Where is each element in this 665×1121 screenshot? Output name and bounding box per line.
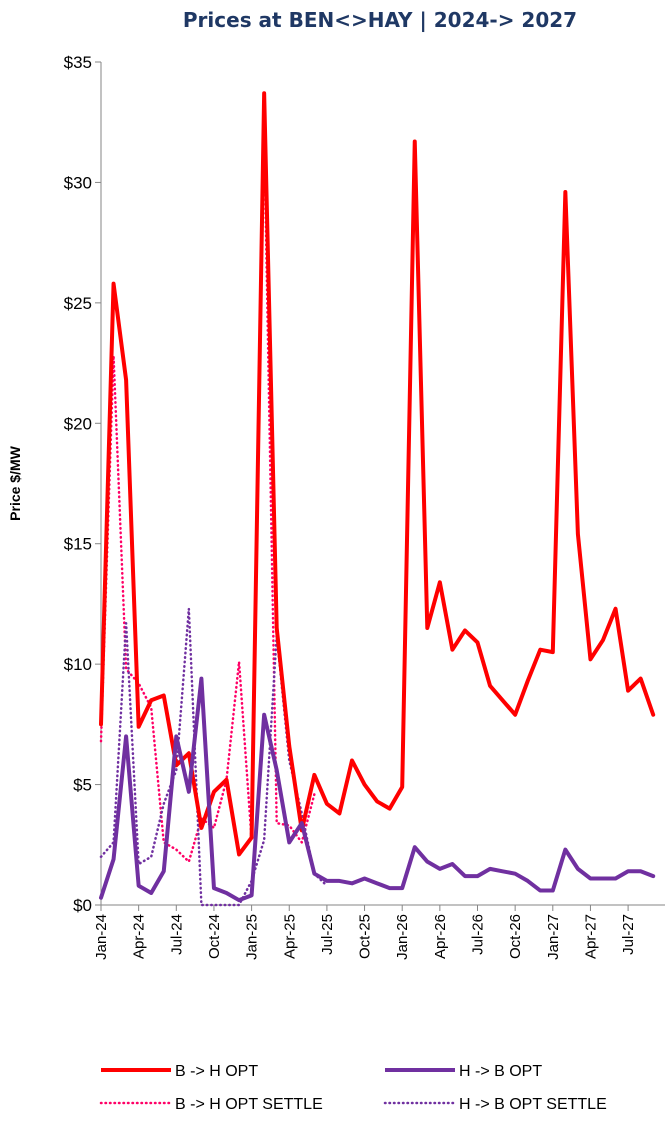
series-line-1 <box>99 676 656 903</box>
legend-label-0: B -> H OPT <box>175 1063 258 1080</box>
x-tick-label: Jan-24 <box>93 914 110 960</box>
x-tick-label: Jul-25 <box>319 914 336 955</box>
x-tick-label: Oct-26 <box>507 914 524 959</box>
x-tick-label: Apr-25 <box>281 914 298 959</box>
x-tick-label: Jan-26 <box>394 914 411 960</box>
x-tick-label: Jul-27 <box>620 914 637 955</box>
axes: $0 $5 $10 $15 $20 $25 $30 $35 Jan-24 Apr-24 Jul-24… <box>7 53 665 960</box>
y-axis-title: Price $/MW <box>7 445 23 520</box>
series-line-0 <box>99 91 656 857</box>
x-tick-label: Apr-24 <box>131 914 148 959</box>
x-tick-label: Oct-24 <box>206 914 223 959</box>
x-tick-label: Oct-25 <box>357 914 374 959</box>
y-tick-label: $0 <box>73 896 92 915</box>
series-line-3 <box>99 607 329 907</box>
y-tick-label: $15 <box>64 535 92 554</box>
x-tick-label: Jan-25 <box>244 914 261 960</box>
legend-label-3: H -> B OPT SETTLE <box>459 1096 607 1113</box>
legend: B -> H OPT H -> B OPT B -> H OPT SETTLE H -… <box>99 1063 607 1113</box>
series-layer <box>99 91 656 907</box>
legend-label-2: B -> H OPT SETTLE <box>175 1096 323 1113</box>
y-tick-label: $20 <box>64 414 92 433</box>
y-tick-label: $5 <box>73 776 92 795</box>
chart-title: Prices at BEN<>HAY | 2024-> 2027 <box>182 8 578 32</box>
y-tick-label: $30 <box>64 173 92 192</box>
y-tick-label: $10 <box>64 655 92 674</box>
y-tick-label: $25 <box>64 294 92 313</box>
y-tick-label: $35 <box>64 53 92 72</box>
legend-label-1: H -> B OPT <box>459 1063 542 1080</box>
x-tick-label: Jul-26 <box>470 914 487 955</box>
x-tick-label: Apr-27 <box>582 914 599 959</box>
x-tick-label: Jan-27 <box>545 914 562 960</box>
x-tick-label: Apr-26 <box>432 914 449 959</box>
x-tick-label: Jul-24 <box>168 914 185 955</box>
